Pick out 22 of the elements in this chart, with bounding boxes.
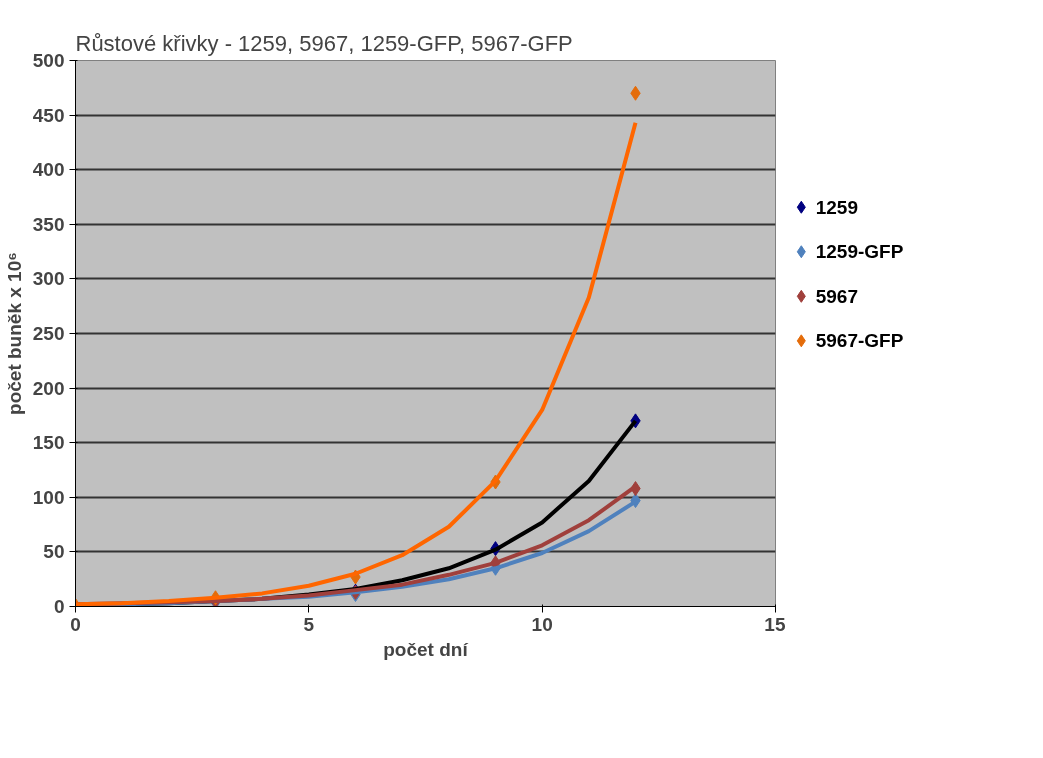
y-tick-label: 300 — [32, 268, 65, 290]
y-tick-label: 450 — [32, 104, 65, 126]
legend-label: 5967-GFP — [815, 330, 904, 352]
y-tick-label: 200 — [32, 377, 65, 399]
y-tick-label: 500 — [32, 50, 65, 71]
legend-label: 1259 — [815, 196, 858, 218]
legend-label: 1259-GFP — [815, 241, 904, 263]
y-tick-label: 50 — [43, 541, 65, 563]
y-tick-label: 150 — [32, 432, 65, 454]
y-tick-label: 400 — [32, 159, 65, 181]
y-tick-label: 100 — [32, 486, 65, 508]
y-tick-label: 350 — [32, 213, 65, 235]
x-axis-title: počet dní — [383, 638, 469, 660]
y-axis-title: počet buněk x 10⁶ — [3, 252, 25, 415]
x-tick-label: 10 — [531, 613, 553, 635]
y-tick-label: 0 — [53, 596, 65, 617]
chart-title: Růstové křivky - 1259, 5967, 1259-GFP, 5967-GFP — [75, 30, 573, 56]
y-tick-label: 250 — [32, 323, 65, 344]
legend-label: 5967 — [815, 285, 858, 307]
x-tick-label: 5 — [303, 613, 315, 635]
x-tick-label: 15 — [764, 613, 786, 635]
x-tick-label: 0 — [70, 613, 81, 635]
